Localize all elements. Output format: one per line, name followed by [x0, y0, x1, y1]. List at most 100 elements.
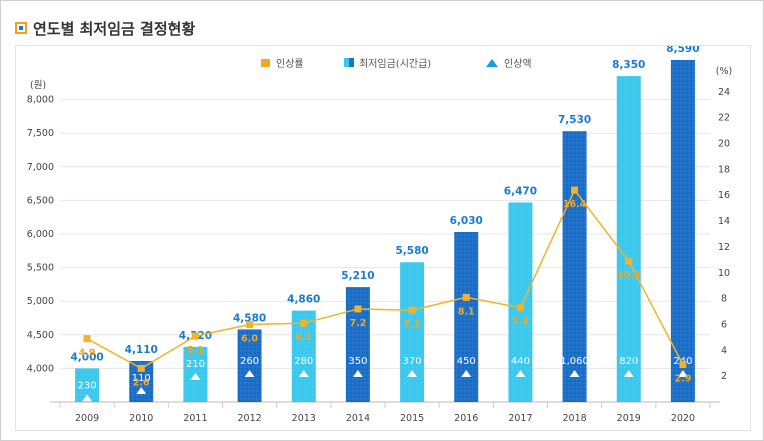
legend-wage-marker-light [344, 58, 349, 67]
x-tick-label: 2017 [508, 413, 532, 424]
y-left-tick-label: 6,000 [27, 229, 54, 240]
y-right-tick-label: 20 [718, 139, 730, 150]
rate-point [516, 304, 524, 312]
wage-bar-value-label: 8,590 [666, 46, 699, 55]
y-right-tick-label: 12 [718, 242, 730, 253]
x-tick-label: 2011 [183, 413, 207, 424]
increase-amount-label: 350 [348, 356, 367, 367]
y-left-tick-label: 5,000 [27, 296, 54, 307]
y-left-tick-label: 4,500 [27, 330, 54, 341]
legend-rate-marker [261, 59, 270, 67]
increase-marker [352, 370, 363, 377]
rate-value-label: 16.4 [563, 199, 587, 210]
rate-point [571, 186, 579, 194]
increase-marker [136, 387, 147, 395]
increase-marker [623, 370, 634, 377]
y-right-tick-label: 8 [721, 294, 727, 305]
rate-value-label: 5.1 [187, 345, 204, 356]
rate-point [462, 293, 470, 301]
wage-bar-value-label: 8,350 [612, 59, 645, 71]
rate-value-label: 2.6 [133, 377, 150, 388]
increase-marker [515, 370, 526, 377]
increase-amount-label: 210 [186, 359, 205, 370]
x-tick-label: 2009 [75, 413, 99, 424]
square-bullet-icon [15, 22, 27, 34]
wage-bar [345, 287, 370, 402]
rate-point [625, 257, 633, 265]
y-right-tick-label: 18 [718, 164, 730, 175]
wage-bar [616, 76, 641, 402]
increase-marker [461, 370, 472, 377]
rate-point [354, 305, 362, 313]
x-tick-label: 2010 [129, 413, 153, 424]
rate-point [191, 332, 199, 340]
y-left-tick-label: 8,000 [27, 95, 54, 106]
x-tick-label: 2013 [292, 413, 316, 424]
rate-value-label: 7.1 [404, 319, 421, 330]
increase-amount-label: 230 [78, 380, 97, 391]
rate-point [408, 306, 416, 314]
y-right-unit: (%) [716, 66, 732, 77]
y-right-tick-label: 2 [721, 371, 727, 382]
y-right-tick-label: 16 [718, 190, 730, 201]
y-right-tick-label: 6 [721, 319, 727, 330]
y-right-tick-label: 14 [718, 216, 730, 227]
increase-amount-label: 1,060 [560, 356, 589, 367]
x-tick-label: 2020 [671, 413, 695, 424]
x-tick-label: 2019 [617, 413, 641, 424]
rate-value-label: 6.1 [295, 332, 312, 343]
rate-point [679, 361, 687, 369]
rate-value-label: 10.9 [617, 270, 640, 281]
y-right-tick-label: 10 [718, 268, 730, 279]
rate-value-label: 7.3 [512, 317, 529, 328]
x-tick-label: 2016 [454, 413, 478, 424]
y-right-tick-label: 4 [721, 345, 727, 356]
increase-amount-label: 820 [619, 356, 638, 367]
x-tick-label: 2015 [400, 413, 424, 424]
rate-point [83, 335, 91, 343]
rate-value-label: 8.1 [458, 306, 475, 317]
increase-amount-label: 440 [511, 356, 530, 367]
legend-label: 인상액 [504, 58, 532, 70]
wage-bar [400, 262, 425, 402]
x-tick-label: 2012 [237, 413, 261, 424]
increase-marker [407, 370, 418, 377]
rate-value-label: 6.0 [241, 333, 258, 344]
increase-amount-label: 110 [132, 373, 151, 384]
rate-value-label: 4.9 [79, 348, 96, 359]
y-left-tick-label: 5,500 [27, 263, 54, 274]
y-left-tick-label: 7,000 [27, 162, 54, 173]
wage-bar-value-label: 4,580 [233, 312, 266, 324]
y-left-tick-label: 4,000 [27, 363, 54, 374]
rate-point [137, 364, 145, 372]
rate-line [86, 188, 684, 370]
wage-bar [670, 59, 695, 403]
increase-marker [190, 372, 201, 380]
wage-bar-value-label: 6,470 [504, 185, 537, 197]
wage-bar [562, 131, 587, 402]
wage-bar-value-label: 4,110 [125, 344, 158, 356]
rate-point [246, 320, 254, 328]
increase-amount-label: 260 [240, 356, 259, 367]
y-left-tick-label: 6,500 [27, 195, 54, 206]
page-header: 연도별 최저임금 결정현황 [15, 15, 195, 41]
chart-panel: 인상률 최저임금(시간급) 인상액 8,000 7,500 7,000 6,500 6,000… [15, 43, 751, 431]
wage-bar-value-label: 6,030 [450, 215, 483, 227]
rate-point [300, 319, 308, 327]
increase-marker [298, 370, 309, 377]
increase-marker [677, 370, 688, 377]
increase-amount-label: 450 [457, 356, 476, 367]
page-title: 연도별 최저임금 결정현황 [33, 19, 196, 38]
wage-bar [237, 329, 262, 402]
wage-bar-value-label: 5,580 [395, 245, 428, 257]
wage-bar [508, 202, 533, 402]
wage-bar-value-label: 5,210 [341, 270, 374, 282]
chart-svg: 인상률 최저임금(시간급) 인상액 8,000 7,500 7,000 6,500 6,000… [27, 43, 732, 424]
increase-marker [82, 394, 93, 402]
increase-amount-label: 280 [294, 356, 313, 367]
y-right-tick-label: 22 [718, 113, 730, 124]
y-left-unit: (원) [30, 80, 46, 91]
x-tick-label: 2018 [562, 413, 586, 424]
increase-marker [569, 370, 580, 377]
